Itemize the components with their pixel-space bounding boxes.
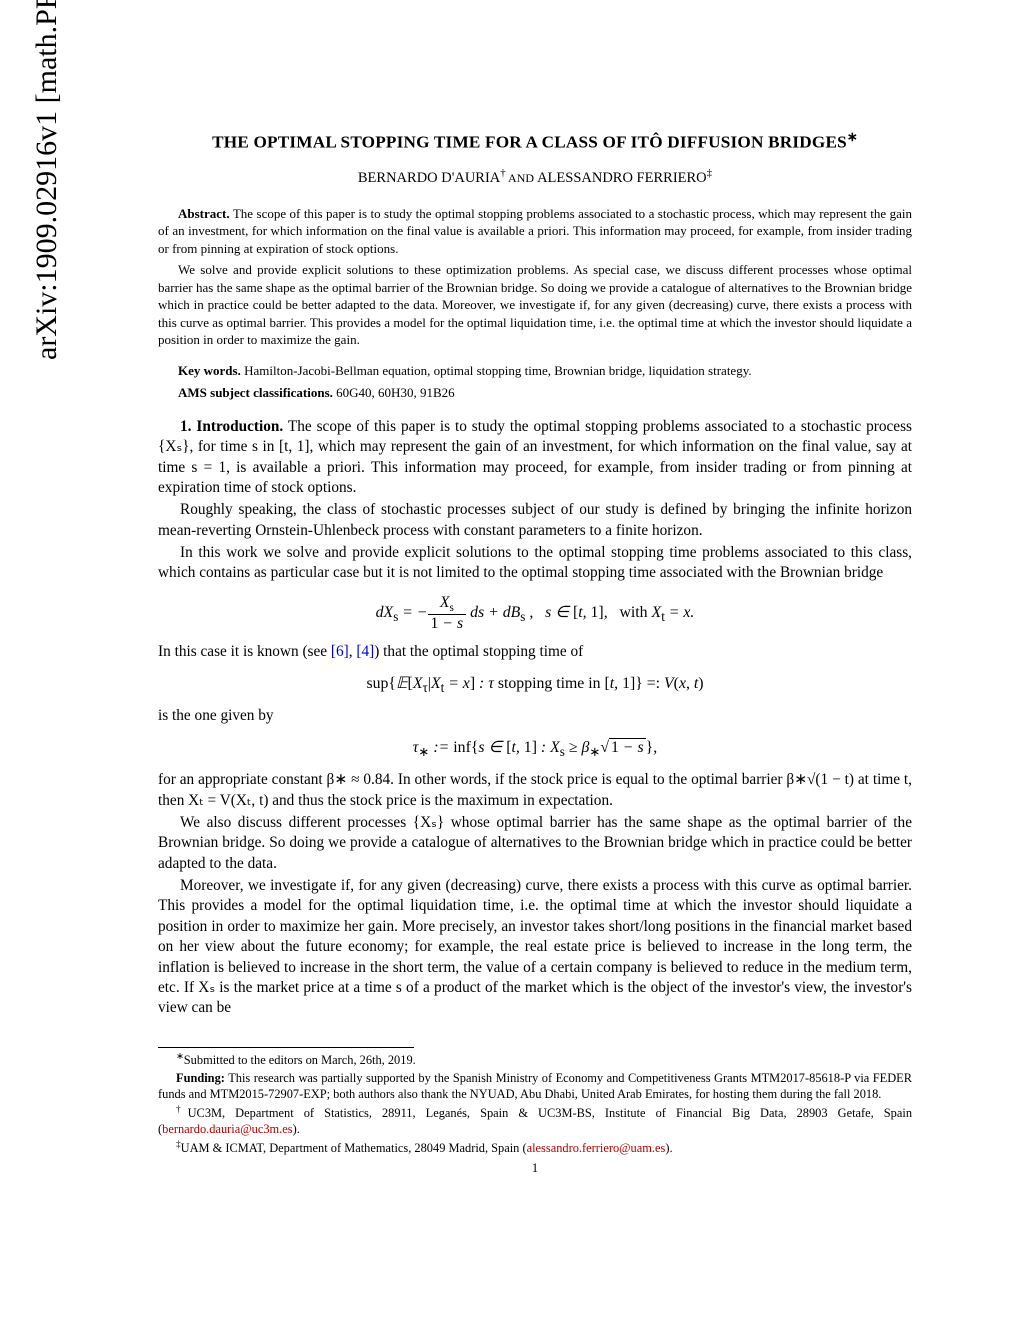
sec1-p4-pre: In this case it is known (see (158, 643, 331, 660)
fn-affil-1-post: ). (293, 1122, 300, 1136)
paper-title: THE OPTIMAL STOPPING TIME FOR A CLASS OF… (158, 130, 912, 153)
author-1: BERNARDO D'AURIA (358, 170, 500, 186)
fn-affil-2-pre: UAM & ICMAT, Department of Mathematics, … (181, 1142, 527, 1156)
sec1-p8: Moreover, we investigate if, for any giv… (158, 876, 912, 1018)
ams-text: 60G40, 60H30, 91B26 (336, 385, 454, 400)
equation-sup: sup{𝔼[Xτ|Xt = x] : τ stopping time in [t… (158, 673, 912, 697)
arxiv-watermark: arXiv:1909.02916v1 [math.PR] 6 Sep 2019 (30, 0, 64, 360)
citation-6[interactable]: [6] (331, 643, 349, 660)
authors-and: AND (506, 171, 537, 185)
sec1-p3: In this work we solve and provide explic… (158, 543, 912, 584)
abstract: Abstract. The scope of this paper is to … (158, 205, 912, 349)
section-introduction: 1. Introduction. The scope of this paper… (158, 417, 912, 1019)
page-number: 1 (158, 1161, 912, 1176)
keywords-text: Hamilton-Jacobi-Bellman equation, optima… (244, 363, 752, 378)
title-text: THE OPTIMAL STOPPING TIME FOR A CLASS OF… (212, 133, 847, 152)
abstract-p1: The scope of this paper is to study the … (158, 206, 912, 256)
equation-sde: dXs = −Xs1 − s ds + dBs , s ∈ [t, 1], wi… (158, 594, 912, 633)
keywords: Key words. Hamilton-Jacobi-Bellman equat… (158, 363, 912, 379)
fn-submitted: Submitted to the editors on March, 26th,… (184, 1053, 416, 1067)
sec1-p4-post: ) that the optimal stopping time of (374, 643, 583, 660)
fn-affil-2-post: ). (665, 1142, 672, 1156)
fn-mark-dag1: † (176, 1105, 188, 1115)
abstract-label: Abstract. (178, 206, 230, 221)
section-1-label: 1. Introduction. (180, 418, 283, 435)
ams-subject: AMS subject classifications. 60G40, 60H3… (158, 385, 912, 401)
authors: BERNARDO D'AURIA† AND ALESSANDRO FERRIER… (158, 167, 912, 187)
footnotes: ∗Submitted to the editors on March, 26th… (158, 1051, 912, 1157)
fn-funding-label: Funding: (176, 1071, 225, 1085)
sec1-p7: We also discuss different processes {Xₛ}… (158, 813, 912, 874)
page: arXiv:1909.02916v1 [math.PR] 6 Sep 2019 … (0, 0, 1020, 1320)
keywords-label: Key words. (178, 363, 241, 378)
abstract-p2: We solve and provide explicit solutions … (158, 262, 912, 347)
sec1-p6: for an appropriate constant β∗ ≈ 0.84. I… (158, 770, 912, 811)
fn-funding-text: This research was partially supported by… (158, 1071, 912, 1101)
author-2-affil-mark: ‡ (707, 167, 712, 179)
equation-tau: τ∗ := inf{s ∈ [t, 1] : Xs ≥ β∗√1 − s}, (158, 737, 912, 761)
sec1-p5: is the one given by (158, 706, 912, 726)
fn-mark-ast: ∗ (176, 1052, 184, 1062)
citation-4[interactable]: [4] (356, 643, 374, 660)
author-2: ALESSANDRO FERRIERO (537, 170, 707, 186)
ams-label: AMS subject classifications. (178, 385, 333, 400)
fn-email-2[interactable]: alessandro.ferriero@uam.es (527, 1142, 666, 1156)
sec1-p2: Roughly speaking, the class of stochasti… (158, 500, 912, 541)
title-footnote-mark: ∗ (847, 130, 858, 144)
fn-email-1[interactable]: bernardo.dauria@uc3m.es (162, 1122, 292, 1136)
